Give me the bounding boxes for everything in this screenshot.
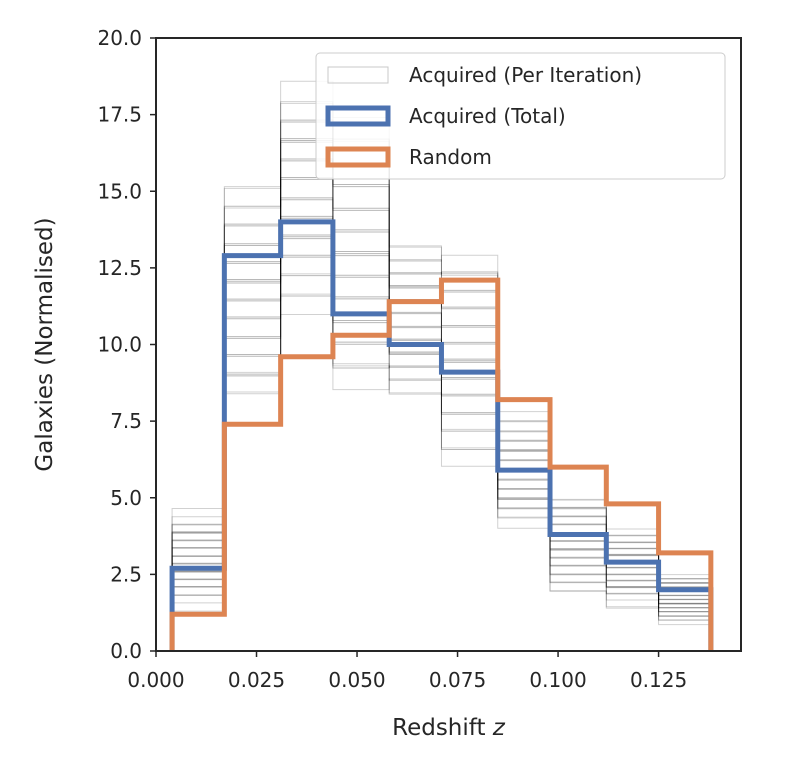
y-tick-label: 17.5 [97, 103, 142, 127]
y-tick-label: 7.5 [110, 409, 142, 433]
legend-swatch-acquired-per-iteration [327, 66, 389, 84]
per-iteration-line [171, 314, 712, 651]
legend-label-acquired-per-iteration: Acquired (Per Iteration) [409, 63, 642, 87]
x-tick-label: 0.075 [429, 668, 486, 692]
legend-swatch-acquired-total [325, 105, 391, 127]
series-line-random [169, 277, 714, 651]
per-iteration-line [171, 160, 712, 651]
x-tick-label: 0.025 [228, 668, 285, 692]
per-iteration-line [171, 141, 712, 651]
y-tick-label: 5.0 [110, 486, 142, 510]
y-tick-label: 10.0 [97, 333, 142, 357]
per-iteration-line [171, 101, 712, 651]
per-iteration-line [171, 197, 712, 651]
per-iteration-line [171, 254, 712, 651]
y-axis-title: Galaxies (Normalised) [32, 217, 58, 471]
x-tick-label: 0.125 [630, 668, 687, 692]
per-iteration-line [171, 273, 712, 651]
axes: 0.000 0.025 0.050 0.075 0.100 0.125 0.0 2.5 5.0 7… [32, 26, 742, 741]
series-line-acquired-total [169, 219, 714, 651]
x-axis-title-variable: z [492, 715, 506, 741]
legend-label-random: Random [409, 145, 492, 169]
per-iteration-line [171, 293, 712, 651]
y-tick-label: 15.0 [97, 179, 142, 203]
per-iteration-line [171, 158, 712, 651]
per-iteration-line [171, 199, 712, 651]
y-tick-label: 12.5 [97, 256, 142, 280]
per-iteration-line [171, 295, 712, 651]
x-tick-label: 0.000 [127, 668, 184, 692]
x-axis-title: Redshift z [392, 715, 506, 741]
legend-swatch-random [325, 146, 391, 168]
per-iteration-line [171, 234, 712, 651]
per-iteration-line [171, 121, 712, 651]
per-iteration-line [171, 275, 712, 651]
y-tick-label: 2.5 [110, 562, 142, 586]
x-axis-title-text: Redshift [392, 715, 493, 741]
per-iteration-line [171, 80, 712, 651]
legend-box [315, 52, 726, 180]
legend: Acquired (Per Iteration) Acquired (Total)… [315, 52, 726, 180]
per-iteration-line [171, 256, 712, 651]
per-iteration-line [171, 102, 712, 651]
legend-label-acquired-total: Acquired (Total) [409, 104, 566, 128]
y-tick-label: 20.0 [97, 26, 142, 50]
x-tick-label: 0.100 [529, 668, 586, 692]
x-tick-label: 0.050 [328, 668, 385, 692]
y-tick-label: 0.0 [110, 639, 142, 663]
total-histograms [169, 219, 714, 651]
